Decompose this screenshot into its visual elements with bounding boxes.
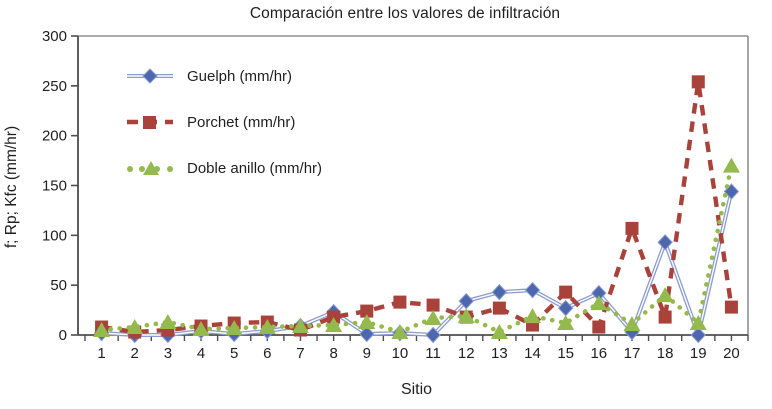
x-tick-label: 16 bbox=[590, 345, 607, 362]
chart-title: Comparación entre los valores de infiltr… bbox=[249, 5, 561, 22]
x-tick-label: 12 bbox=[458, 345, 475, 362]
legend-label-guelph: Guelph (mm/hr) bbox=[187, 67, 293, 85]
x-tick-label: 1 bbox=[97, 345, 105, 362]
doble-anillo-line-marker-icon bbox=[127, 161, 173, 175]
guelph-series bbox=[93, 183, 740, 344]
x-tick-label: 20 bbox=[723, 345, 740, 362]
x-tick-label: 3 bbox=[164, 345, 172, 362]
y-tick-label: 250 bbox=[42, 78, 67, 95]
x-tick-label: 4 bbox=[197, 345, 205, 362]
y-tick-label: 150 bbox=[42, 178, 67, 195]
y-tick-label: 50 bbox=[50, 277, 67, 294]
x-tick-label: 11 bbox=[425, 345, 441, 362]
doble-anillo-series bbox=[93, 157, 740, 340]
doble-anillo-line bbox=[99, 163, 734, 335]
x-tick-label: 9 bbox=[363, 345, 371, 362]
chart-legend: Guelph (mm/hr) Porchet (mm/hr) Doble ani… bbox=[126, 64, 322, 202]
legend-label-porchet: Porchet (mm/hr) bbox=[187, 113, 296, 131]
legend-label-doble-anillo: Doble anillo (mm/hr) bbox=[187, 159, 323, 177]
y-tick-label: 100 bbox=[42, 227, 67, 244]
guelph-line-marker-icon bbox=[127, 68, 173, 84]
y-tick-label: 300 bbox=[42, 28, 67, 45]
legend-item-guelph: Guelph (mm/hr) bbox=[126, 64, 322, 88]
y-axis-ticks: 0 50 100 150 200 250 300 bbox=[42, 28, 78, 344]
y-tick-label: 200 bbox=[42, 128, 67, 145]
guelph-markers bbox=[93, 183, 740, 344]
x-tick-label: 17 bbox=[624, 345, 641, 362]
x-axis-title: Sitio bbox=[400, 381, 433, 398]
x-tick-label: 2 bbox=[131, 345, 139, 362]
porchet-line bbox=[101, 79, 734, 335]
x-tick-label: 13 bbox=[491, 345, 508, 362]
x-tick-label: 19 bbox=[690, 345, 707, 362]
x-tick-label: 6 bbox=[263, 345, 271, 362]
x-tick-label: 10 bbox=[392, 345, 409, 362]
y-tick-label: 0 bbox=[59, 327, 67, 344]
x-tick-label: 7 bbox=[296, 345, 304, 362]
legend-item-porchet: Porchet (mm/hr) bbox=[126, 110, 322, 134]
legend-item-doble-anillo: Doble anillo (mm/hr) bbox=[126, 156, 322, 180]
doble-anillo-markers bbox=[93, 157, 740, 340]
x-axis-labels: 1 2 3 4 5 6 7 8 9 10 11 12 13 14 15 16 17 18 19 20 bbox=[97, 345, 739, 362]
x-tick-label: 8 bbox=[329, 345, 337, 362]
x-tick-label: 15 bbox=[557, 345, 574, 362]
x-tick-label: 18 bbox=[657, 345, 674, 362]
porchet-line-marker-icon bbox=[127, 116, 173, 129]
guelph-line bbox=[101, 191, 734, 337]
x-tick-label: 14 bbox=[524, 345, 541, 362]
x-tick-label: 5 bbox=[230, 345, 238, 362]
